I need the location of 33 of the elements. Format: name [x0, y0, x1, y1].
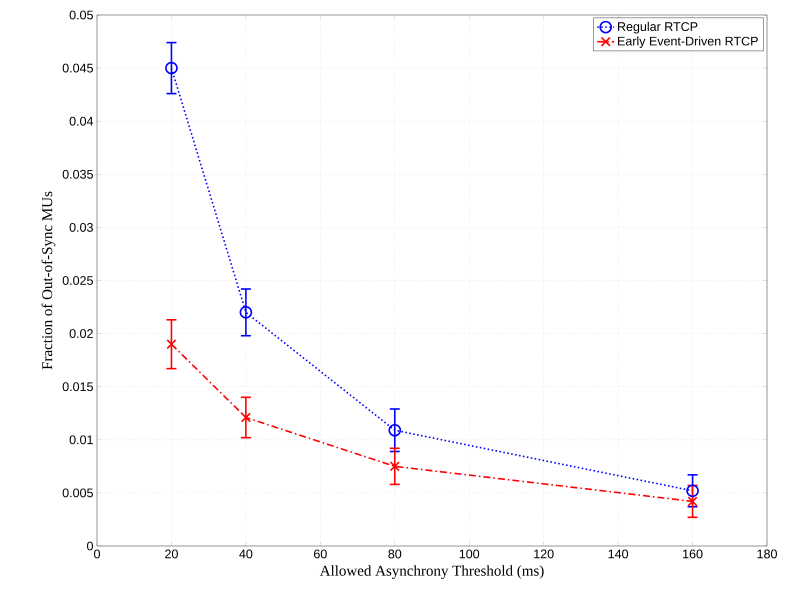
x-tick-label: 20 [165, 550, 178, 558]
y-tick-label: 0.02 [70, 329, 93, 338]
point [240, 412, 251, 423]
x-tick-label: 40 [239, 550, 252, 558]
x-tick-label: 160 [683, 550, 703, 558]
point [165, 62, 178, 74]
point [686, 484, 699, 498]
x-tick-label: 0 [94, 550, 100, 558]
x-tick-label: 60 [314, 550, 327, 558]
legend-label: Early Event-Driven RTCP [618, 36, 758, 48]
x-tick-label: 100 [460, 550, 480, 558]
y-tick-label: 0.025 [62, 276, 93, 285]
y-tick-label: 0.01 [70, 435, 93, 444]
y-tick-label: 0 [87, 542, 93, 550]
point [388, 424, 402, 437]
y-tick-label: 0.015 [62, 382, 93, 392]
y-tick-label: 0.04 [70, 116, 94, 126]
y-tick-label: 0.05 [70, 10, 93, 20]
point [688, 496, 698, 506]
y-axis-title: Fraction of Out-of-Sync MUs [42, 192, 56, 370]
x-tick-label: 80 [388, 550, 402, 558]
point [166, 339, 176, 350]
legend-label: Regular RTCP [618, 22, 698, 34]
x-tick-label: 180 [758, 550, 777, 558]
x-tick-label: 140 [608, 550, 628, 558]
y-tick-label: 0.045 [62, 64, 93, 73]
x-axis-title: Allowed Asynchrony Threshold (ms) [320, 565, 544, 579]
point [390, 461, 400, 472]
y-tick-label: 0.035 [62, 170, 93, 179]
y-tick-label: 0.005 [62, 488, 93, 498]
point [240, 306, 252, 319]
y-tick-label: 0.03 [70, 222, 93, 232]
x-tick-label: 120 [534, 550, 554, 558]
